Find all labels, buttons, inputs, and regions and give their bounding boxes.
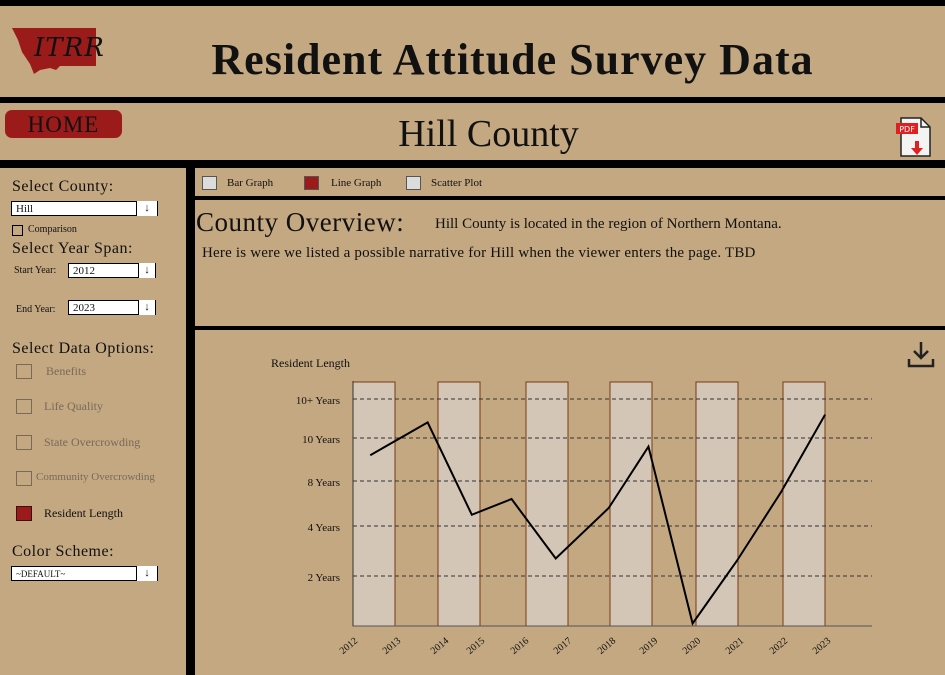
comparison-checkbox[interactable]	[12, 225, 23, 236]
chevron-down-icon: ↓	[136, 201, 157, 216]
overview-title: County Overview:	[196, 207, 405, 237]
option-checkbox[interactable]	[16, 364, 32, 379]
y-tick-label: 2 Years	[308, 572, 340, 584]
page-title: Hill County	[398, 113, 579, 155]
option-checkbox[interactable]	[16, 471, 32, 486]
x-tick-label: 2012	[338, 636, 360, 657]
option-label: Benefits	[46, 364, 86, 378]
x-tick-label: 2023	[811, 636, 833, 657]
start-year-label: Start Year:	[14, 265, 57, 276]
x-tick-label: 2021	[724, 636, 746, 657]
bar	[782, 381, 826, 627]
tab-swatch	[406, 176, 421, 190]
nav-divider	[0, 160, 945, 168]
chart-area: Resident Length 2 Years 4 Years 8 Years 10 Y…	[196, 331, 945, 675]
end-year-label: End Year:	[16, 304, 56, 315]
chevron-down-icon: ↓	[138, 263, 155, 278]
county-overview: County Overview: Hill County is located …	[196, 201, 945, 326]
x-tick-label: 2022	[768, 636, 790, 657]
download-icon[interactable]	[906, 339, 936, 369]
chevron-down-icon: ↓	[138, 300, 155, 315]
end-year-value: 2023	[73, 302, 95, 314]
overview-divider	[195, 326, 945, 330]
sidebar: Select County: Hill ↓ Comparison Select …	[0, 168, 186, 675]
graph-type-tabs: Bar Graph Line Graph Scatter Plot	[196, 170, 945, 194]
year-span-label: Select Year Span:	[12, 240, 133, 257]
bar	[352, 381, 396, 627]
y-tick-label: 10+ Years	[296, 395, 340, 407]
tab-swatch	[304, 176, 319, 190]
chevron-down-icon: ↓	[136, 566, 157, 581]
county-select[interactable]: Hill ↓	[11, 201, 158, 216]
sidebar-divider	[186, 168, 195, 675]
logo-text: ITRR	[34, 33, 105, 63]
resident-length-chart: Resident Length 2 Years 4 Years 8 Years 10 Y…	[271, 356, 872, 657]
home-button[interactable]: HOME	[5, 110, 122, 138]
x-tick-label: 2020	[681, 636, 703, 657]
x-tick-label: 2016	[509, 636, 531, 657]
color-scheme-value: ~DEFAULT~	[16, 569, 66, 579]
bar	[695, 381, 739, 627]
select-county-label: Select County:	[12, 178, 114, 195]
overview-narrative: Here is were we listed a possible narrat…	[202, 245, 756, 261]
tabs-divider	[195, 196, 945, 200]
x-tick-label: 2017	[552, 636, 574, 657]
x-tick-label: 2018	[596, 636, 618, 657]
bar	[525, 381, 569, 627]
option-label: Life Quality	[44, 399, 103, 413]
header-divider	[0, 97, 945, 103]
color-scheme-label: Color Scheme:	[12, 543, 115, 560]
option-label: Community Overcrowding	[36, 471, 155, 483]
option-checkbox[interactable]	[16, 506, 32, 521]
tab-swatch	[202, 176, 217, 190]
header: ITRR Resident Attitude Survey Data	[0, 6, 945, 97]
option-label: State Overcrowding	[44, 435, 141, 449]
county-select-value: Hill	[16, 203, 34, 215]
tab-label: Line Graph	[331, 177, 382, 189]
bar	[437, 381, 481, 627]
color-scheme-select[interactable]: ~DEFAULT~ ↓	[11, 566, 158, 581]
start-year-value: 2012	[73, 265, 95, 277]
x-tick-label: 2015	[465, 636, 487, 657]
top-border	[0, 0, 945, 6]
start-year-select[interactable]: 2012 ↓	[68, 263, 156, 278]
option-label: Resident Length	[44, 506, 123, 520]
x-tick-label: 2019	[638, 636, 660, 657]
option-checkbox[interactable]	[16, 435, 32, 450]
y-axis-label: Resident Length	[271, 356, 350, 370]
pdf-label: PDF	[899, 125, 915, 134]
tab-label: Bar Graph	[227, 177, 274, 189]
x-tick-label: 2014	[429, 636, 451, 657]
data-options-label: Select Data Options:	[12, 340, 155, 357]
series-line	[369, 414, 826, 626]
montana-logo-icon	[12, 28, 96, 74]
end-year-select[interactable]: 2023 ↓	[68, 300, 156, 315]
pdf-download-icon[interactable]: PDF	[896, 116, 932, 158]
tab-label: Scatter Plot	[431, 177, 483, 189]
comparison-label: Comparison	[28, 224, 77, 235]
app-title: Resident Attitude Survey Data	[211, 35, 814, 84]
overview-summary: Hill County is located in the region of …	[435, 216, 782, 232]
option-checkbox[interactable]	[16, 399, 32, 414]
bar	[609, 381, 653, 627]
x-tick-label: 2013	[381, 636, 403, 657]
y-tick-label: 4 Years	[308, 522, 340, 534]
y-tick-label: 10 Years	[302, 434, 340, 446]
y-tick-label: 8 Years	[308, 477, 340, 489]
